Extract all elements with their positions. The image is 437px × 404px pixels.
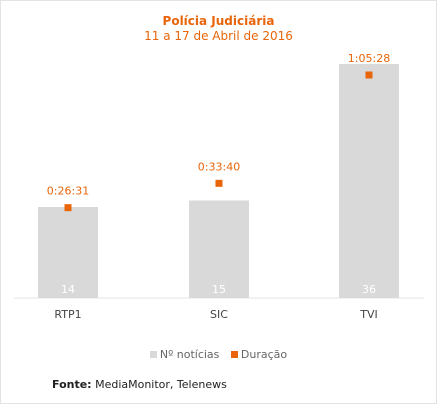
legend-label-duracao: Duração — [240, 348, 288, 361]
source-label: Fonte: — [52, 378, 92, 391]
bar-value-label-tvi: 36 — [362, 283, 376, 296]
chart-title: Polícia Judiciária — [162, 14, 275, 28]
x-tick-label-sic: SIC — [210, 308, 228, 321]
duration-label-rtp1: 0:26:31 — [47, 185, 89, 198]
bar-value-label-sic: 15 — [212, 283, 226, 296]
legend-swatch-duracao — [230, 351, 238, 358]
legend-label-noticias: Nº notícias — [159, 348, 220, 361]
duration-marker-rtp1 — [64, 204, 72, 212]
source-note: Fonte: MediaMonitor, Telenews — [52, 378, 227, 391]
bar-sic — [189, 200, 249, 298]
bar-rtp1 — [38, 207, 98, 298]
x-tick-label-tvi: TVI — [359, 308, 378, 321]
x-tick-label-rtp1: RTP1 — [54, 308, 81, 321]
duration-label-sic: 0:33:40 — [198, 160, 240, 173]
source-text: MediaMonitor, Telenews — [95, 378, 227, 391]
duration-label-tvi: 1:05:28 — [348, 52, 390, 65]
duration-marker-sic — [215, 179, 223, 187]
legend-swatch-noticias — [149, 351, 157, 358]
bar-tvi — [339, 64, 399, 298]
bar-value-label-rtp1: 14 — [61, 283, 75, 296]
legend-item-noticias[interactable]: Nº notícias — [149, 348, 220, 361]
duration-marker-tvi — [365, 71, 373, 79]
legend-item-duracao[interactable]: Duração — [230, 348, 288, 361]
chart-legend: Nº notícias Duração — [0, 348, 437, 361]
chart-subtitle: 11 a 17 de Abril de 2016 — [144, 29, 293, 43]
